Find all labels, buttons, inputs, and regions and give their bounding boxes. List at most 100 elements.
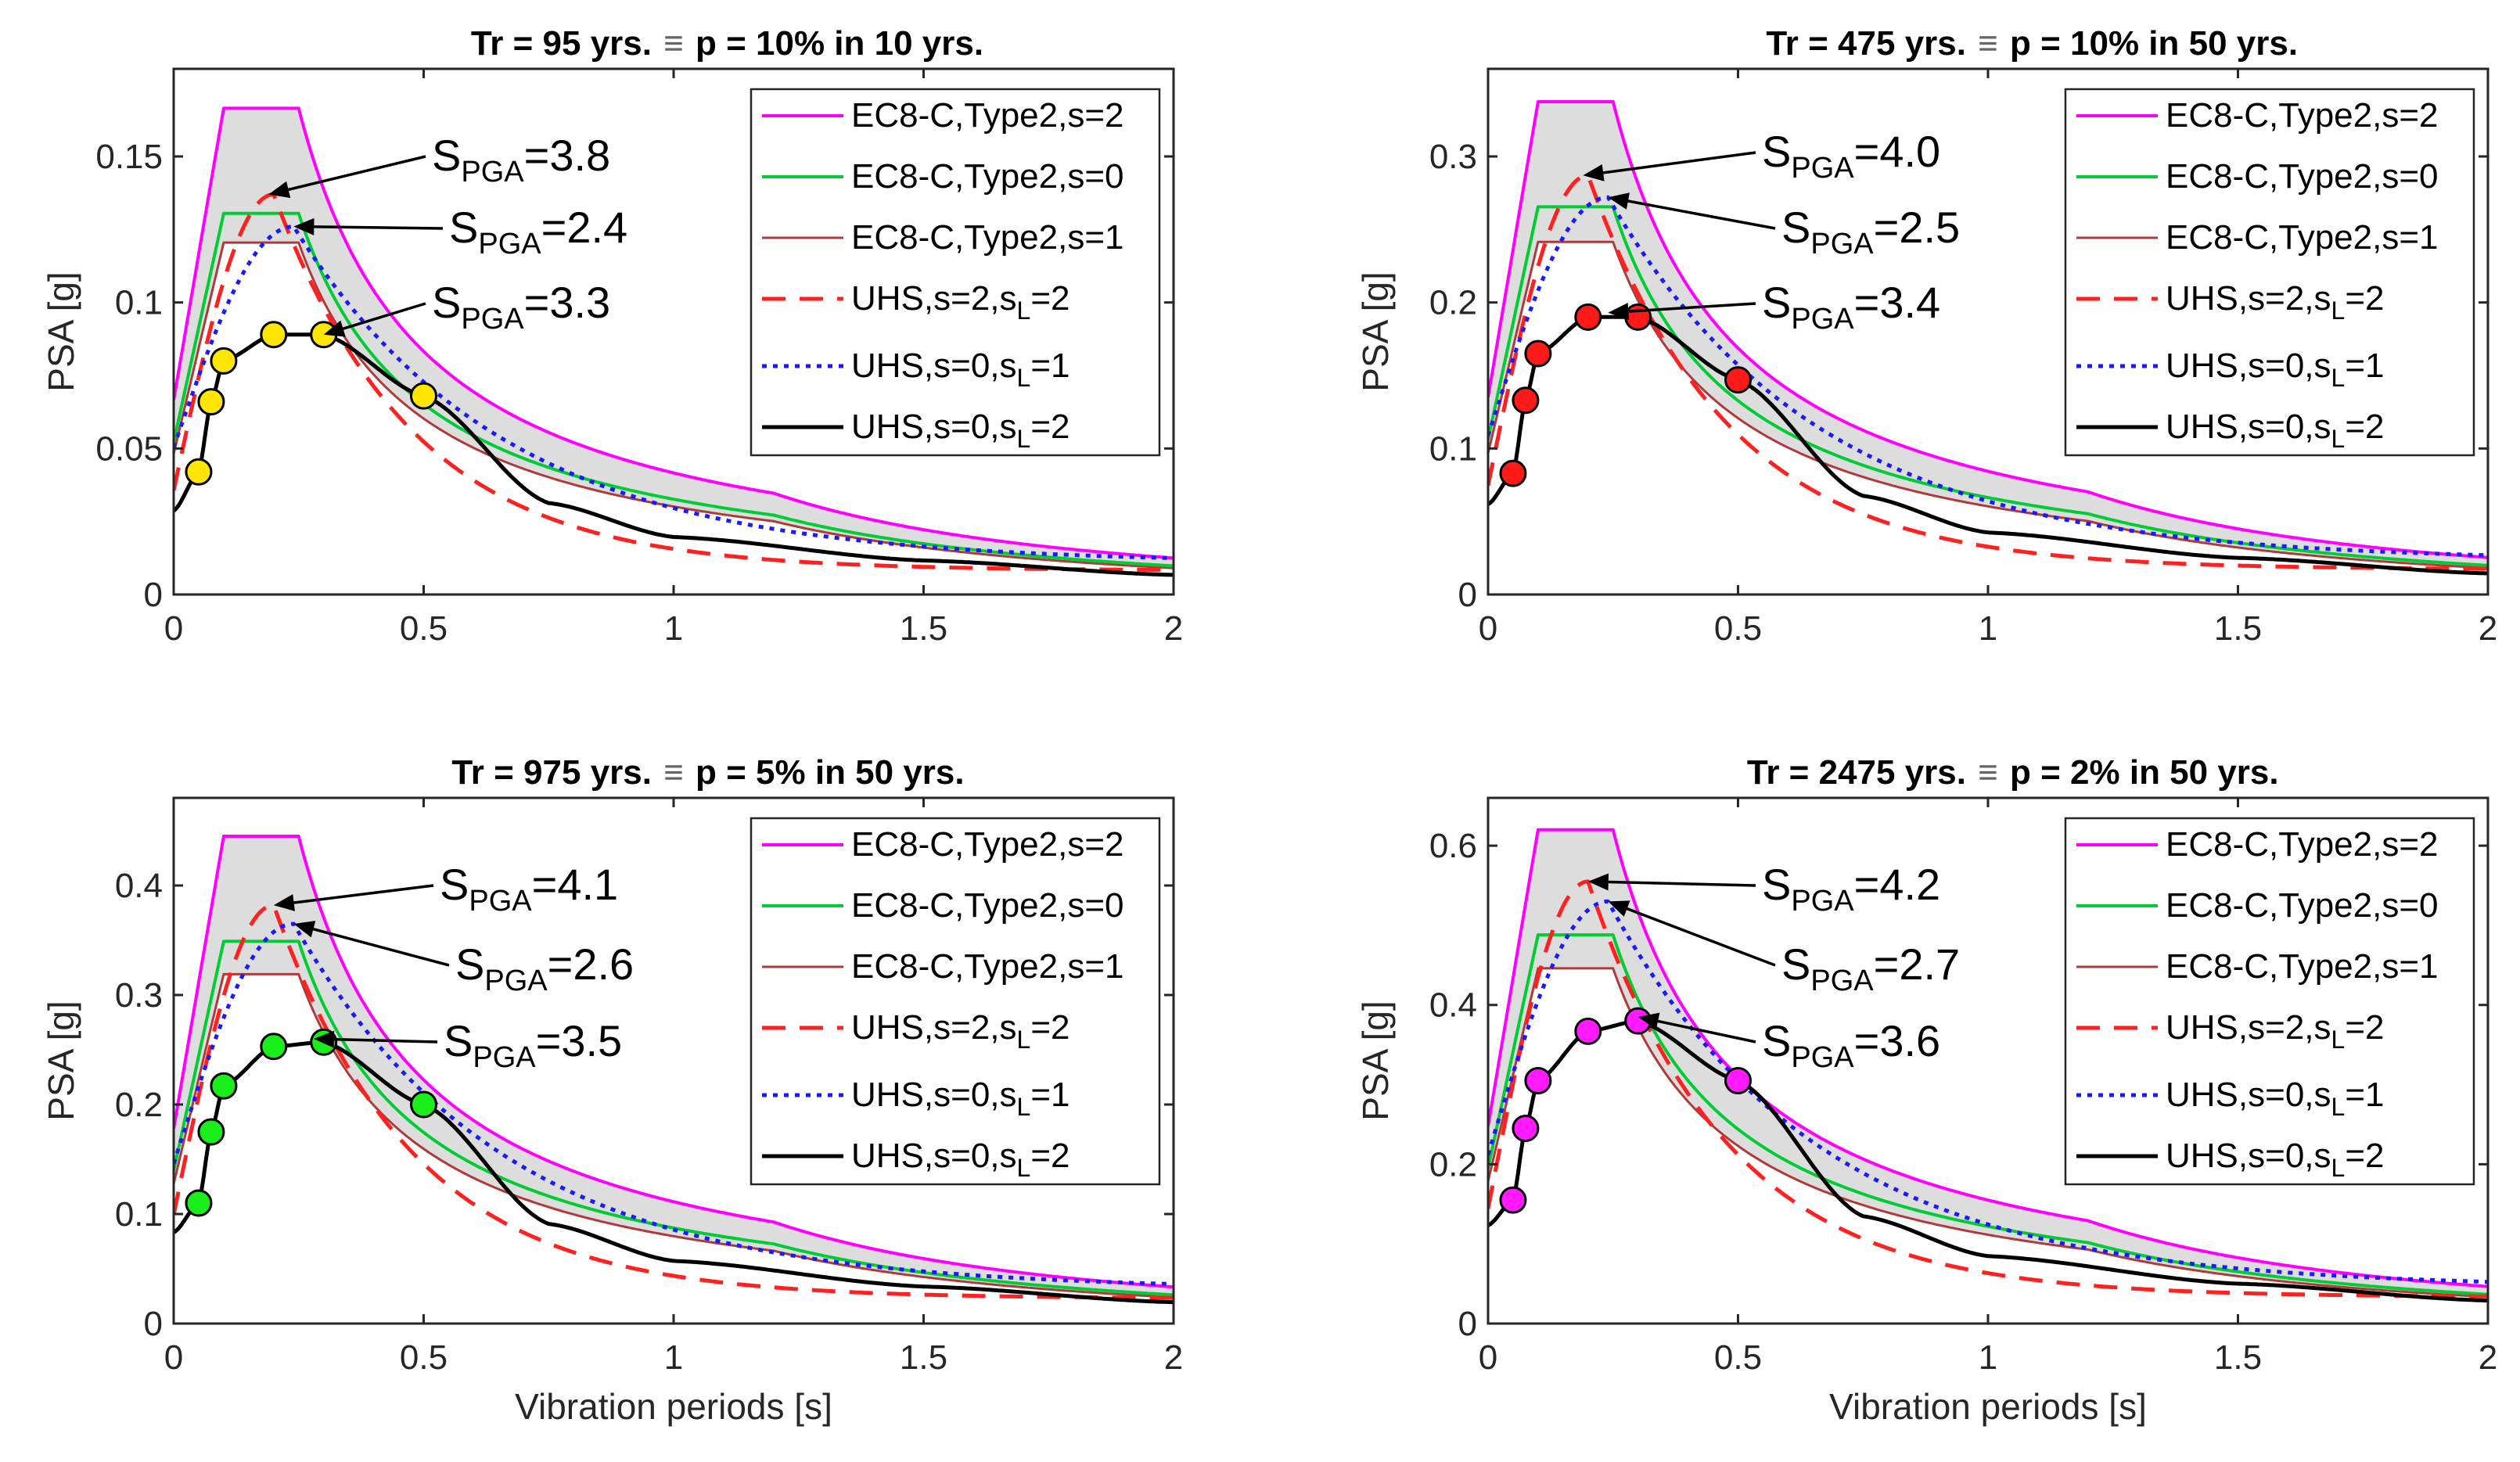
series-uhs-s0-sl1 bbox=[1488, 899, 2488, 1284]
annotation-value: =3.6 bbox=[1854, 1016, 1941, 1065]
annotation-arrow-line bbox=[314, 225, 444, 230]
annotation-sub: PGA bbox=[478, 228, 541, 260]
annotation-arrow-head bbox=[1583, 163, 1605, 181]
legend-rest: =2 bbox=[1030, 279, 1069, 318]
y-axis-label: PSA [g] bbox=[41, 271, 81, 391]
annotation-arrow-line bbox=[1627, 907, 1776, 967]
panel-2: 0 0.5 1 1.5 2 0 0.1 0.2 0.3 PSA [g] Tr = 475 yrs. ≡… bbox=[1355, 24, 2497, 648]
ec8-range-band bbox=[1488, 102, 2488, 569]
chart-title-left: Tr = 95 yrs. bbox=[471, 24, 652, 63]
legend-sub: L bbox=[2331, 364, 2346, 392]
x-tick-label: 2 bbox=[2479, 1338, 2497, 1377]
series-uhs-s0-sl1 bbox=[174, 225, 1174, 560]
annotation-value: =4.2 bbox=[1854, 860, 1941, 909]
annotation-sub: PGA bbox=[1791, 885, 1854, 918]
annotation-label-3: SPGA=3.4 bbox=[1762, 278, 1940, 336]
y-tick-label: 0.1 bbox=[115, 1195, 163, 1234]
annotation-value: =3.4 bbox=[1854, 278, 1941, 327]
annotation-arrow-head bbox=[1587, 873, 1609, 891]
legend-entry-6: UHS,s=0,sL=2 bbox=[2166, 1137, 2384, 1182]
data-marker-1 bbox=[185, 458, 213, 486]
series-uhs-s0-sl2 bbox=[1488, 314, 2488, 576]
annotation-arrow-head bbox=[1637, 1012, 1660, 1030]
x-tick-label: 1 bbox=[1979, 1338, 1997, 1377]
plot-series-group bbox=[174, 835, 1174, 1305]
legend-rest: =2 bbox=[2345, 279, 2384, 318]
legend-rest: =2 bbox=[1030, 1137, 1069, 1175]
legend-entry-2: EC8-C,Type2,s=0 bbox=[2166, 886, 2439, 925]
chart-title-equiv: ≡ bbox=[663, 753, 684, 792]
legend-entry-5: UHS,s=0,sL=1 bbox=[2166, 1076, 2384, 1121]
y-tick-label: 0.1 bbox=[1429, 429, 1477, 468]
chart-title-right: p = 10% in 10 yrs. bbox=[696, 24, 983, 63]
annotation-value: =2.4 bbox=[541, 203, 628, 252]
legend-entry-6: UHS,s=0,sL=2 bbox=[851, 1137, 1069, 1182]
legend: EC8-C,Type2,s=2 EC8-C,Type2,s=0 EC8-C,Type… bbox=[750, 88, 1161, 457]
annotation-value: =3.8 bbox=[524, 131, 611, 180]
annotation-arrow-line bbox=[313, 928, 450, 967]
annotation-sub: PGA bbox=[461, 156, 524, 189]
annotation-arrow-line bbox=[333, 1037, 438, 1044]
series-uhs-s0-sl1 bbox=[174, 921, 1174, 1286]
data-marker-6 bbox=[410, 382, 437, 410]
legend-rest: =2 bbox=[1030, 408, 1069, 446]
legend-entry-3: EC8-C,Type2,s=1 bbox=[2166, 947, 2439, 986]
y-axis-label: PSA [g] bbox=[41, 1000, 81, 1120]
x-tick-label: 0.5 bbox=[1714, 1338, 1762, 1377]
legend-entry-3: EC8-C,Type2,s=1 bbox=[2166, 218, 2439, 257]
x-tick-label: 1.5 bbox=[2214, 1338, 2262, 1377]
chart-title-right: p = 2% in 50 yrs. bbox=[2010, 753, 2279, 792]
x-tick-label: 0 bbox=[164, 609, 183, 648]
annotation-arrow-line bbox=[1608, 880, 1756, 887]
y-axis-label: PSA [g] bbox=[1355, 271, 1396, 391]
series-ec8-s2 bbox=[1488, 828, 2488, 1288]
legend-sub: L bbox=[1017, 296, 1031, 325]
annotation-value: =4.1 bbox=[532, 860, 619, 909]
series-ec8-s2 bbox=[1488, 100, 2488, 559]
annotation-sub: PGA bbox=[1791, 1041, 1854, 1074]
series-uhs-s2-sl2 bbox=[174, 903, 1174, 1300]
legend-rest: =1 bbox=[1030, 1076, 1069, 1114]
y-tick-label: 0.3 bbox=[115, 976, 163, 1015]
legend-rest: =2 bbox=[2345, 408, 2384, 446]
legend: EC8-C,Type2,s=2 EC8-C,Type2,s=0 EC8-C,Type… bbox=[2064, 817, 2475, 1186]
data-marker-3 bbox=[1524, 1066, 1552, 1094]
x-tick-label: 1.5 bbox=[900, 609, 947, 648]
chart-title-equiv: ≡ bbox=[663, 24, 684, 63]
data-marker-4 bbox=[260, 1033, 288, 1061]
series-ec8-s0 bbox=[174, 211, 1174, 568]
plot-series-group bbox=[174, 106, 1174, 577]
annotation-arrow-head bbox=[293, 217, 315, 235]
chart-title-right: p = 5% in 50 yrs. bbox=[696, 753, 965, 792]
legend-rest: =2 bbox=[2345, 1008, 2384, 1047]
annotation-arrow-head bbox=[1608, 192, 1630, 210]
annotation-arrow-head bbox=[1608, 900, 1630, 917]
data-marker-2 bbox=[197, 1118, 225, 1146]
x-tick-label: 0 bbox=[1479, 609, 1497, 648]
legend-entry-4: UHS,s=2,sL=2 bbox=[851, 279, 1069, 325]
legend-box bbox=[2064, 88, 2475, 457]
annotation-arrow-head bbox=[273, 894, 295, 911]
legend-sub: L bbox=[1017, 425, 1031, 453]
data-marker-1 bbox=[1499, 1186, 1527, 1214]
legend-box bbox=[750, 817, 1161, 1186]
x-tick-label: 2 bbox=[1164, 1338, 1183, 1377]
x-tick-label: 0 bbox=[164, 1338, 183, 1377]
legend-sub: L bbox=[2331, 296, 2346, 325]
y-tick-label: 0 bbox=[1458, 1305, 1477, 1343]
data-marker-3 bbox=[210, 1072, 238, 1100]
series-ec8-s0 bbox=[1488, 205, 2488, 567]
annotation-sub: PGA bbox=[473, 1041, 536, 1074]
x-tick-label: 2 bbox=[1164, 609, 1183, 648]
annotation-arrow-head bbox=[313, 1030, 335, 1048]
annotation-value: =3.3 bbox=[524, 278, 611, 327]
series-uhs-s2-sl2 bbox=[174, 192, 1174, 572]
annotation-arrow-head bbox=[1608, 303, 1629, 321]
chart-title-left: Tr = 475 yrs. bbox=[1766, 24, 1966, 63]
legend-sub: L bbox=[2331, 1093, 2346, 1121]
plot-series-group bbox=[1488, 100, 2488, 576]
y-tick-label: 0.05 bbox=[95, 429, 163, 468]
y-tick-label: 0.2 bbox=[115, 1086, 163, 1124]
annotation-value: =4.0 bbox=[1854, 127, 1941, 176]
